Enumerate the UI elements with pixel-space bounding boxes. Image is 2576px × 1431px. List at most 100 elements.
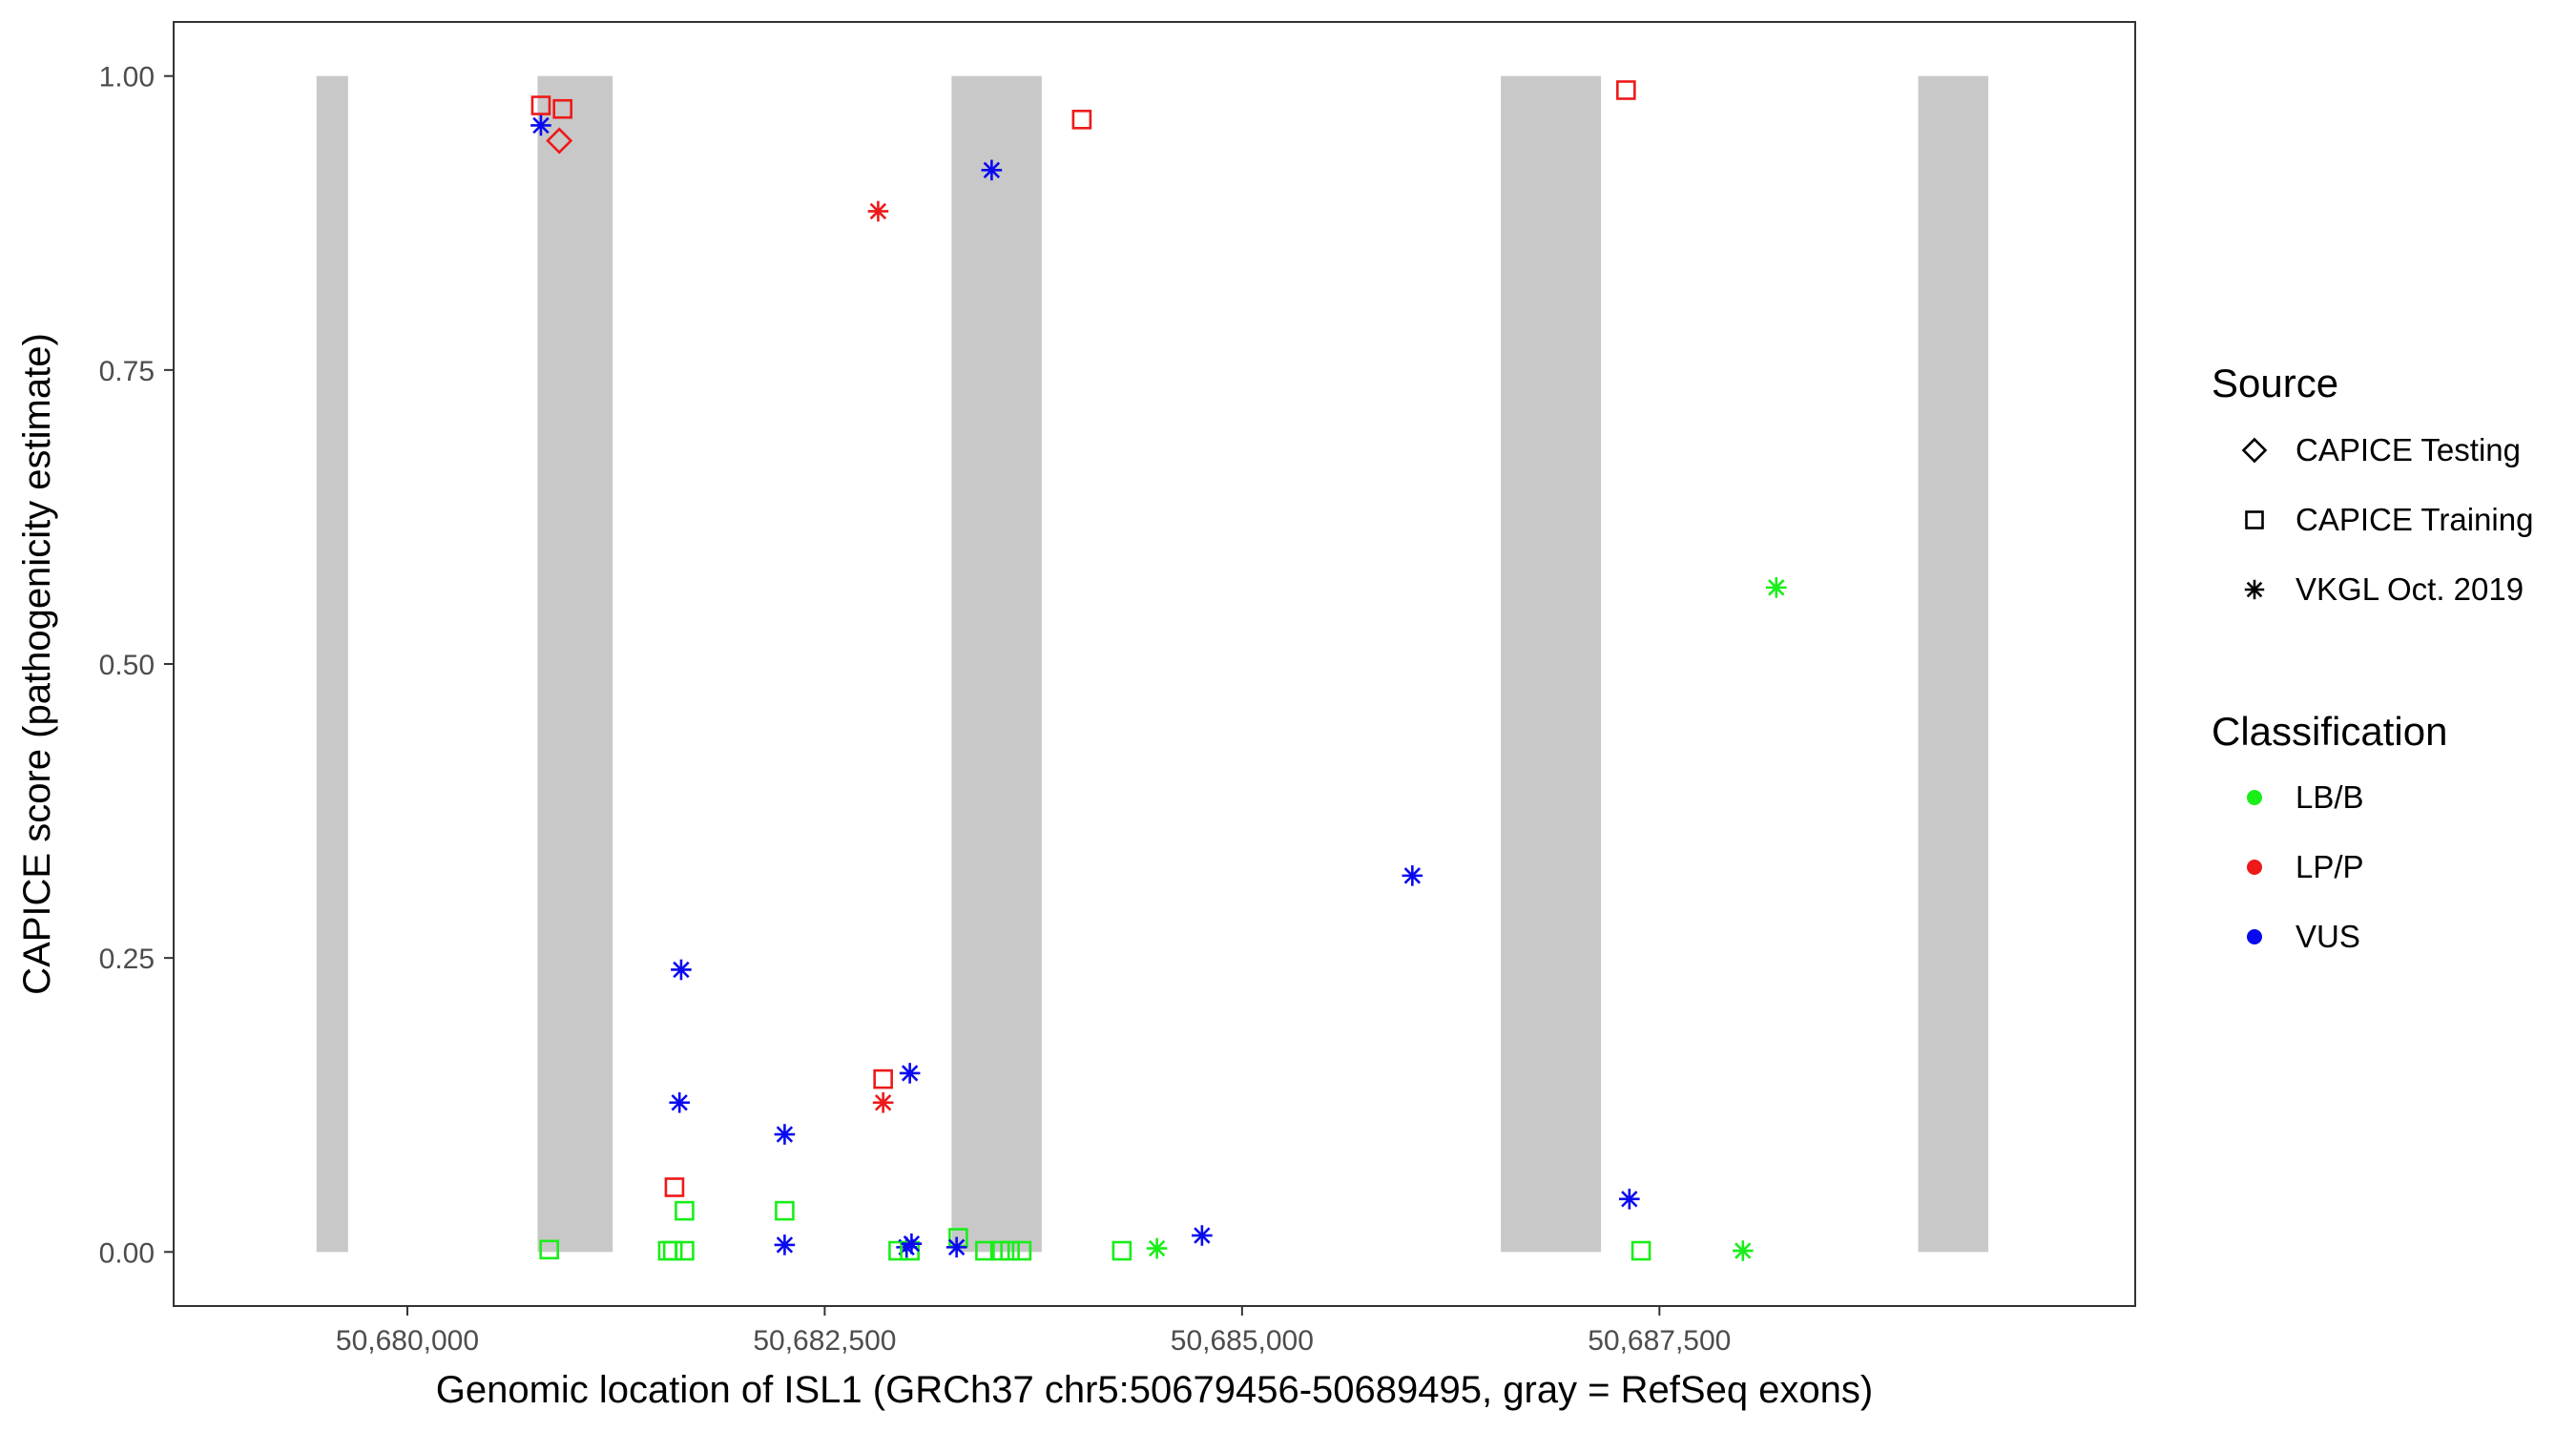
legend-classification-label: LB/B	[2296, 779, 2364, 815]
asterisk-stroke	[947, 1238, 966, 1256]
y-tick-label: 0.00	[99, 1237, 155, 1269]
asterisk-stroke	[869, 202, 887, 220]
data-point	[1619, 1189, 1640, 1210]
legend-key-dot	[2247, 860, 2262, 875]
asterisk-stroke	[671, 1094, 688, 1111]
legend-classification-label: LP/P	[2296, 849, 2364, 884]
data-point	[774, 1234, 796, 1255]
asterisk-stroke	[1403, 867, 1422, 884]
asterisk-stroke	[1621, 1191, 1638, 1208]
data-point	[675, 1240, 695, 1261]
x-tick-label: 50,680,000	[336, 1325, 479, 1357]
data-point	[775, 1200, 795, 1221]
square-marker	[552, 98, 573, 119]
data-point	[671, 959, 692, 981]
asterisk-stroke	[1768, 579, 1785, 596]
y-tick-label: 0.75	[99, 356, 155, 387]
square-marker	[1071, 110, 1092, 130]
data-point	[989, 1240, 1010, 1261]
asterisk-stroke	[983, 161, 1001, 179]
exon-band	[1501, 75, 1602, 1253]
legend-source-title: Source	[2212, 361, 2338, 405]
square-marker	[539, 1239, 560, 1260]
data-point	[872, 1091, 894, 1113]
data-point	[1192, 1225, 1213, 1246]
asterisk-stroke	[1148, 1239, 1166, 1257]
data-point	[873, 1068, 893, 1089]
y-axis-title: CAPICE score (pathogenicity estimate)	[16, 333, 58, 995]
asterisk-stroke	[903, 1234, 921, 1253]
square-marker	[530, 95, 551, 115]
square-marker	[775, 1200, 795, 1221]
square-marker	[1616, 80, 1636, 100]
y-tick-label: 1.00	[99, 62, 155, 93]
x-tick-label: 50,687,500	[1588, 1325, 1731, 1357]
square-marker	[2245, 510, 2264, 529]
asterisk-stroke	[874, 1094, 892, 1111]
x-axis-title: Genomic location of ISL1 (GRCh37 chr5:50…	[436, 1369, 1873, 1411]
square-marker	[873, 1068, 893, 1089]
x-tick-label: 50,682,500	[753, 1325, 896, 1357]
data-point	[530, 114, 551, 136]
diamond-marker	[2241, 437, 2268, 464]
data-points	[530, 80, 1787, 1261]
asterisk-stroke	[776, 1236, 794, 1254]
legend-key-asterisk	[2244, 579, 2265, 600]
data-point	[1111, 1240, 1132, 1261]
data-point	[669, 1091, 690, 1113]
data-point	[1616, 80, 1636, 100]
y-tick-label: 0.50	[99, 650, 155, 681]
y-axis: 0.00 0.25 0.50 0.75 1.00	[99, 62, 174, 1269]
data-point	[552, 98, 573, 119]
legend-key-dot	[2247, 929, 2262, 944]
data-point	[867, 200, 889, 222]
data-point	[1733, 1240, 1754, 1261]
asterisk-stroke	[1194, 1227, 1211, 1244]
legend-classification-title: Classification	[2212, 709, 2447, 754]
asterisk-stroke	[776, 1126, 794, 1143]
data-point	[1071, 110, 1092, 130]
legend-key-square	[2245, 510, 2264, 529]
legend-classification-label: VUS	[2296, 919, 2360, 954]
data-point	[664, 1177, 685, 1197]
asterisk-stroke	[901, 1065, 919, 1082]
data-point	[1765, 577, 1787, 598]
square-marker	[1000, 1240, 1020, 1261]
y-tick-label: 0.25	[99, 944, 155, 975]
exon-band	[537, 75, 613, 1253]
legend-source-label: CAPICE Training	[2296, 502, 2533, 537]
asterisk-stroke	[673, 961, 690, 979]
legend: Source Classification CAPICE Testing CAPI…	[2212, 361, 2533, 954]
square-marker	[675, 1240, 695, 1261]
data-point	[774, 1124, 796, 1145]
exon-bands	[316, 75, 1989, 1253]
data-point	[546, 127, 573, 155]
exon-band	[951, 75, 1042, 1253]
x-axis: 50,680,000 50,682,500 50,685,000 50,687,500	[336, 1306, 1731, 1357]
data-point	[945, 1236, 967, 1258]
square-marker	[662, 1240, 683, 1261]
square-marker	[989, 1240, 1010, 1261]
exon-band	[316, 75, 348, 1253]
legend-key-dot	[2247, 790, 2262, 805]
data-point	[539, 1239, 560, 1260]
square-marker	[1631, 1240, 1652, 1261]
data-point	[662, 1240, 683, 1261]
x-tick-label: 50,685,000	[1171, 1325, 1314, 1357]
data-point	[675, 1200, 695, 1221]
square-marker	[975, 1240, 995, 1261]
diamond-marker	[546, 127, 573, 155]
legend-source-label: CAPICE Testing	[2296, 432, 2521, 467]
square-marker	[664, 1177, 685, 1197]
data-point	[975, 1240, 995, 1261]
data-point	[1631, 1240, 1652, 1261]
data-point	[1146, 1237, 1168, 1259]
asterisk-stroke	[2246, 581, 2263, 598]
data-point	[899, 1063, 921, 1084]
square-marker	[675, 1200, 695, 1221]
data-point	[1011, 1240, 1032, 1261]
legend-key-diamond	[2241, 437, 2268, 464]
asterisk-stroke	[532, 116, 550, 135]
data-point	[1000, 1240, 1020, 1261]
